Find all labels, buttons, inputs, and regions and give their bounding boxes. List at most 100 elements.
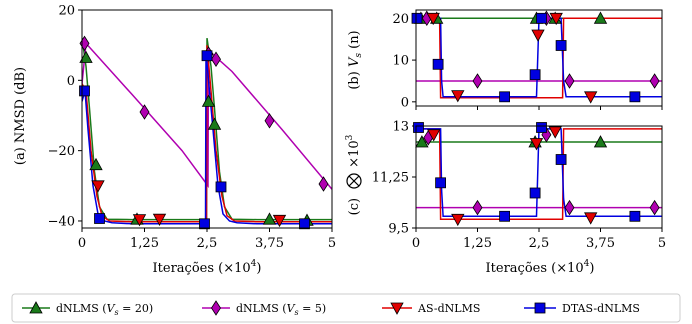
panel-c-series-3-marker [629, 210, 641, 222]
panel-b-series-2-marker [451, 90, 465, 103]
panel-c-series-1-marker [472, 199, 483, 216]
panel-a-series-1-marker [318, 176, 329, 192]
panel-c-series-3-marker [536, 122, 547, 133]
panel-a-series-0-marker [79, 50, 93, 63]
legend-label-dnlms-vs20: dNLMS (Vs = 20) [56, 302, 153, 317]
panel-a-series-3-marker [79, 85, 90, 97]
panel-a-series-0-marker [262, 212, 277, 225]
legend-frame [11, 293, 681, 323]
panel-a-series-1-marker [139, 104, 150, 120]
legend-label-as-dnlms: AS-dNLMS [417, 302, 480, 315]
panel-c-series-3-marker [529, 187, 541, 199]
panel-a-series-2-marker [272, 214, 287, 228]
panel-a-series-1-marker [264, 113, 275, 129]
panel-b-series-2-marker [584, 91, 598, 104]
panel-c-series-3-marker [413, 122, 424, 133]
panel-b-series-2-marker [426, 12, 440, 26]
legend-item-dtas-dnlms: DTAS-dNLMS [524, 302, 640, 315]
panel-b-y-axis-title: (b) Vs (n) [347, 30, 364, 89]
panel-a-series-line-1 [82, 41, 332, 190]
panel-c-y-axis-title: (c) ×103 [345, 134, 362, 215]
legend-label-dnlms-vs5: dNLMS (Vs = 5) [236, 302, 326, 317]
panel-c-x-tick-label: 3,75 [586, 236, 615, 251]
panel-a-series-0-marker [89, 157, 103, 171]
panel-a-x-tick-label: 3,75 [255, 236, 284, 251]
panel-a-series-3-marker [94, 213, 105, 224]
panel-b-series-3-marker [411, 12, 423, 24]
circled-times-symbol [346, 173, 362, 189]
panel-c-x-tick-label: 5 [658, 236, 666, 251]
panel-b-series-1-marker [649, 73, 660, 89]
panel-b-y-tick-label: 10 [392, 54, 409, 69]
legend-marker-dtas-dnlms [534, 302, 546, 314]
panel-a-series-1-marker [211, 51, 221, 67]
legend-label-dtas-dnlms: DTAS-dNLMS [562, 302, 640, 315]
panel-c-series-2-marker [584, 212, 598, 225]
panel-b-series-3-marker [499, 91, 511, 103]
legend-marker-as-dnlms [390, 302, 404, 315]
panel-a-x-tick-label: 0 [78, 236, 86, 251]
panel-a-y-axis-title: (a) NMSD (dB) [13, 67, 28, 165]
panel-c-series-0-marker [593, 135, 608, 148]
legend-item-as-dnlms: AS-dNLMS [382, 302, 480, 315]
legend-marker-dnlms-vs20 [29, 301, 43, 314]
panel-a-y-tick-label: 20 [58, 4, 75, 19]
panel-a-series-1-marker [79, 35, 90, 52]
panel-b-series-0-marker [593, 11, 608, 24]
panel-b-vs-chart: 20 10 0 [392, 9, 663, 110]
panel-c-series-2-marker [548, 126, 562, 139]
panel-c-y-tick-label: 13 [392, 120, 409, 135]
panel-c-series-2-marker [427, 129, 441, 142]
panel-c-y-tick-label: 11,25 [372, 171, 409, 186]
panel-b-series-2-marker [531, 29, 545, 42]
panel-a-x-tick-label: 5 [328, 236, 336, 251]
panel-a-series-3-marker [215, 181, 227, 193]
legend-marker-dnlms-vs5 [211, 300, 221, 316]
panel-c-series-3-marker [499, 210, 511, 222]
panel-c-series-0-marker [415, 135, 429, 148]
panel-a-y-tick-label: −40 [48, 214, 75, 229]
panel-a-x-tick-label: 2,5 [197, 236, 218, 251]
panel-a-nmsd-chart: 200−20−400 1,25 2,5 3,75 5 [48, 4, 337, 252]
panel-a-y-tick-label: 0 [67, 74, 75, 89]
panel-c-x-axis-title: Iterações (×104) [486, 259, 595, 276]
panel-a-series-0-marker [201, 94, 216, 107]
panel-a-series-line-3 [82, 52, 332, 225]
panel-b-series-3-marker [555, 40, 567, 51]
panel-c-x-tick-label: 2,5 [529, 236, 550, 251]
panel-a-series-line-2 [82, 45, 332, 223]
panel-c-series-2-marker [529, 138, 544, 151]
panel-c-frame [415, 125, 663, 229]
panel-a-y-tick-label: −20 [48, 144, 75, 159]
panel-a-series-2-marker [152, 213, 167, 227]
panel-c-series-1-marker [649, 199, 660, 216]
svg-text:(c) ×103: (c) ×103 [345, 134, 362, 215]
panel-b-series-3-marker [432, 58, 444, 70]
panel-b-frame [415, 9, 663, 107]
panel-a-series-2-marker [91, 180, 105, 193]
panel-a-series-3-marker [199, 218, 210, 230]
panel-b-y-tick-label: 20 [392, 12, 409, 27]
panel-c-series-2-marker [451, 213, 465, 227]
panel-b-series-3-marker [629, 91, 641, 103]
panel-a-series-3-marker [201, 50, 213, 62]
panel-b-series-1-marker [472, 73, 483, 89]
panel-a-series-2-marker [132, 214, 147, 227]
panel-b-series-3-marker [529, 69, 541, 81]
panel-c-x-tick-label: 0 [412, 236, 420, 251]
panel-a-frame [81, 9, 333, 229]
panel-b-y-tick-label: 0 [401, 95, 409, 110]
panel-a-series-0-marker [207, 117, 222, 130]
legend-item-dnlms-vs20: dNLMS (Vs = 20) [22, 301, 153, 317]
panel-c-chart: 13 11,25 9,50 1,25 2,5 3,75 5 [372, 120, 666, 252]
panel-b-series-3-marker [536, 12, 547, 24]
panel-c-series-3-marker [555, 154, 567, 165]
panel-c-series-1-marker [564, 199, 575, 216]
legend-item-dnlms-vs5: dNLMS (Vs = 5) [202, 300, 326, 317]
panel-c-series-3-marker [435, 177, 447, 189]
panel-a-x-tick-label: 1,25 [130, 236, 159, 251]
panel-c-x-tick-label: 1,25 [463, 236, 492, 251]
panel-a-series-3-marker [299, 218, 310, 230]
panel-b-series-2-marker [549, 12, 563, 26]
